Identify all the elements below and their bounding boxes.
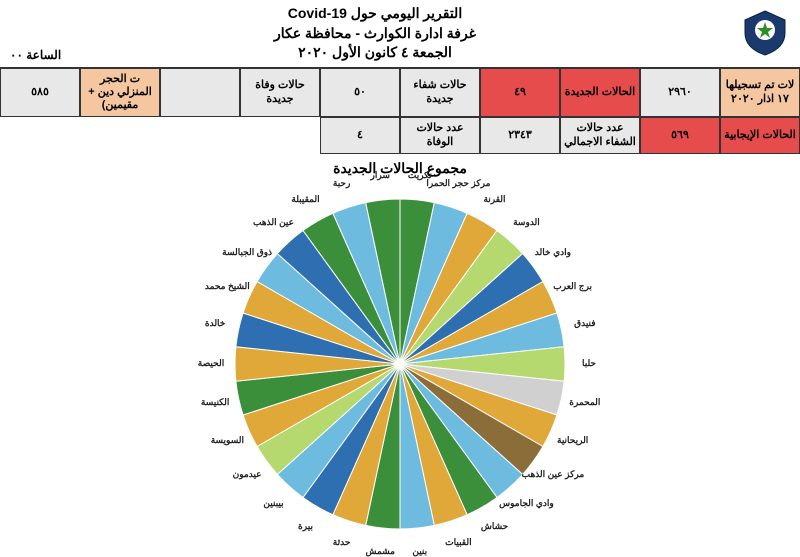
- agency-logo: [740, 8, 790, 58]
- stat-value: ٤: [320, 117, 400, 153]
- stat-label: الحالات الإيجابية: [720, 117, 800, 153]
- stat-value: ٥٠: [320, 68, 400, 118]
- time-label: الساعة ٠٠: [10, 48, 61, 62]
- stat-label: ت الحجر المنزلي دين + مقيمين): [80, 68, 160, 118]
- pie-svg: [0, 179, 800, 549]
- stat-value: ٢٣٤٣: [480, 117, 560, 153]
- pie-chart: تكريتمركز حجر الحمراالقرنةالدوسةوادي خال…: [0, 179, 800, 549]
- stat-value: ٤٩: [480, 68, 560, 118]
- stat-label: عدد حالات الشفاء الاجمالي: [560, 117, 640, 153]
- stat-value: ٢٩٦٠: [640, 68, 720, 118]
- stat-label: حالات وفاة جديدة: [240, 68, 320, 118]
- title-line3: الجمعة ٤ كانون الأول ٢٠٢٠: [10, 43, 740, 63]
- stat-label: عدد حالات الوفاة: [400, 117, 480, 153]
- title-block: التقرير اليومي حول Covid-19 غرفة ادارة ا…: [10, 4, 740, 63]
- title-line2: غرفة ادارة الكوارث - محافظة عكار: [10, 24, 740, 44]
- chart-title: مجموع الحالات الجديدة: [0, 160, 800, 177]
- stat-value: ٥٦٩: [640, 117, 720, 153]
- stat-label: حالات شفاء جديدة: [400, 68, 480, 118]
- report-header: التقرير اليومي حول Covid-19 غرفة ادارة ا…: [0, 0, 800, 67]
- stat-value: ٥٨٥: [0, 68, 80, 118]
- stat-label: الحالات الجديدة: [560, 68, 640, 118]
- stats-table: لات تم تسجيلها ١٧ اذار ٢٠٢٠٢٩٦٠الحالات ا…: [0, 67, 800, 154]
- stat-label: لات تم تسجيلها ١٧ اذار ٢٠٢٠: [720, 68, 800, 118]
- title-line1: التقرير اليومي حول Covid-19: [10, 4, 740, 24]
- stat-value: [160, 68, 240, 118]
